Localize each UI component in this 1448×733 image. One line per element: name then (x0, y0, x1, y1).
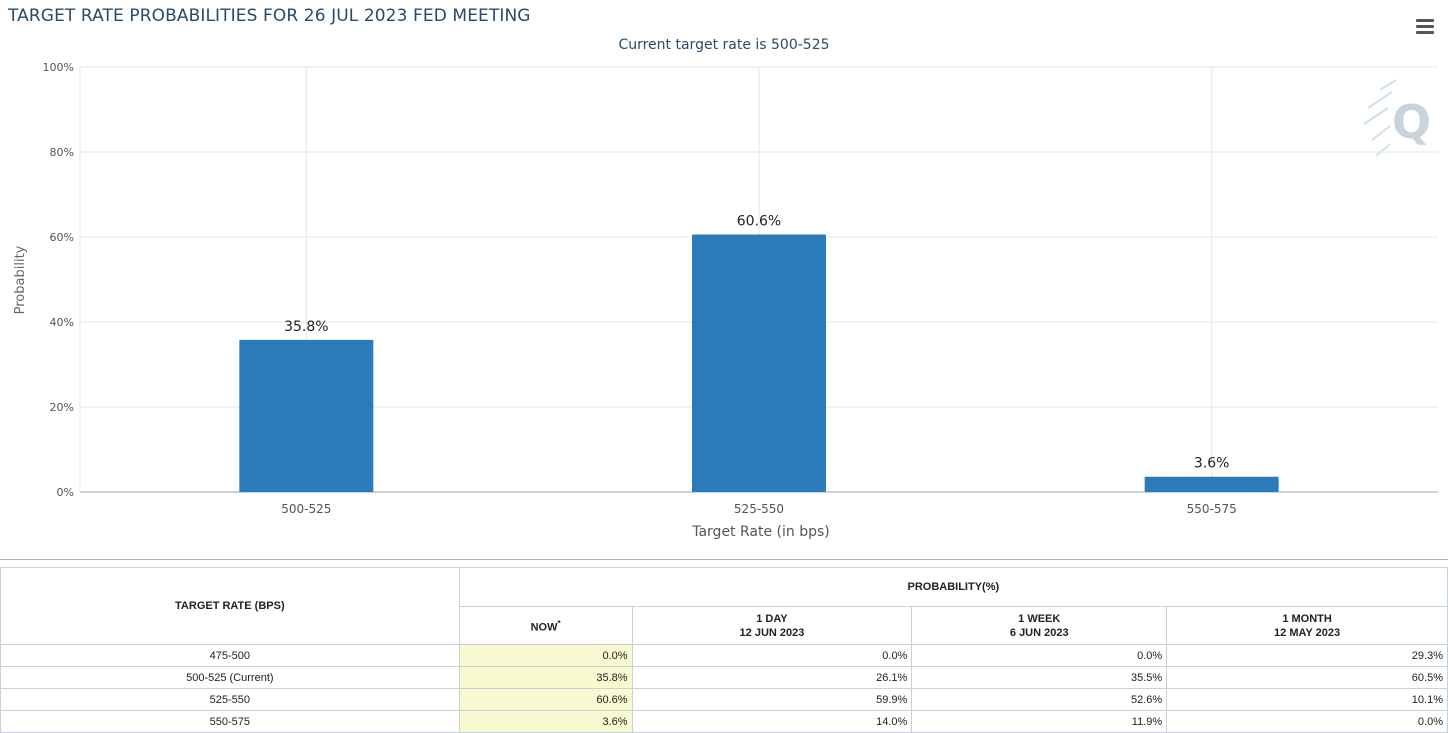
probability-header: PROBABILITY(%) (458, 567, 1448, 607)
column-header: 1 MONTH 12 MAY 2023 (1166, 606, 1448, 645)
column-header: NOW* (458, 606, 633, 645)
probability-cell: 0.0% (631, 644, 913, 667)
rate-cell: 475-500 (0, 644, 460, 667)
table-row: 550-575 3.6% 14.0% 11.9% 0.0% (0, 710, 1448, 733)
y-tick-label: 100% (43, 61, 74, 74)
probability-cell: 52.6% (911, 688, 1168, 711)
probability-cell: 59.9% (631, 688, 913, 711)
probability-cell: 0.0% (911, 644, 1168, 667)
column-header: 1 DAY 12 JUN 2023 (631, 606, 913, 645)
table-row: 525-550 60.6% 59.9% 52.6% 10.1% (0, 688, 1448, 711)
bar-550-575[interactable] (1144, 476, 1279, 492)
target-rate-header: TARGET RATE (BPS) (0, 567, 460, 645)
rate-cell: 550-575 (0, 710, 460, 733)
chart-title: TARGET RATE PROBABILITIES FOR 26 JUL 202… (8, 6, 531, 26)
table-row: 475-500 0.0% 0.0% 0.0% 29.3% (0, 644, 1448, 667)
table-row: 500-525 (Current) 35.8% 26.1% 35.5% 60.5% (0, 666, 1448, 689)
probability-table: TARGET RATE (BPS) PROBABILITY(%) NOW* 1 D… (0, 567, 1448, 733)
bar-525-550[interactable] (692, 234, 826, 492)
rate-cell: 525-550 (0, 688, 460, 711)
bar-chart: 0% 20% 40% 60% 80% 100% 35.8% 500-525 60.6% 525-5… (13, 61, 1438, 540)
probability-cell: 3.6% (458, 710, 633, 733)
probability-cell: 0.0% (458, 644, 633, 667)
y-tick-label: 0% (57, 486, 74, 499)
x-axis-title: Target Rate (in bps) (691, 524, 830, 540)
x-tick-label: 525-550 (734, 502, 784, 516)
rate-cell: 500-525 (Current) (0, 666, 460, 689)
data-label: 35.8% (284, 319, 328, 335)
q-logo-icon: Q (1363, 79, 1431, 157)
y-tick-label: 60% (50, 231, 74, 244)
probability-cell: 11.9% (911, 710, 1168, 733)
probability-cell: 35.5% (911, 666, 1168, 689)
x-tick-label: 550-575 (1187, 502, 1237, 516)
section-divider (0, 559, 1448, 560)
bar-500-525[interactable] (239, 339, 374, 492)
chart-subtitle: Current target rate is 500-525 (618, 37, 830, 53)
probability-cell: 26.1% (631, 666, 913, 689)
probability-cell: 35.8% (458, 666, 633, 689)
y-tick-label: 80% (50, 146, 74, 159)
y-tick-label: 40% (50, 316, 74, 329)
y-axis-title: Probability (13, 245, 28, 314)
probability-cell: 0.0% (1166, 710, 1448, 733)
probability-cell: 60.5% (1166, 666, 1448, 689)
hamburger-menu-icon[interactable] (1413, 16, 1437, 38)
column-header: 1 WEEK 6 JUN 2023 (911, 606, 1168, 645)
probability-cell: 10.1% (1166, 688, 1448, 711)
probability-cell: 29.3% (1166, 644, 1448, 667)
y-tick-label: 20% (50, 401, 74, 414)
probability-cell: 14.0% (631, 710, 913, 733)
probability-cell: 60.6% (458, 688, 633, 711)
x-tick-label: 500-525 (281, 502, 331, 516)
svg-text:Q: Q (1392, 95, 1431, 149)
data-label: 60.6% (737, 213, 781, 229)
data-label: 3.6% (1194, 456, 1230, 472)
